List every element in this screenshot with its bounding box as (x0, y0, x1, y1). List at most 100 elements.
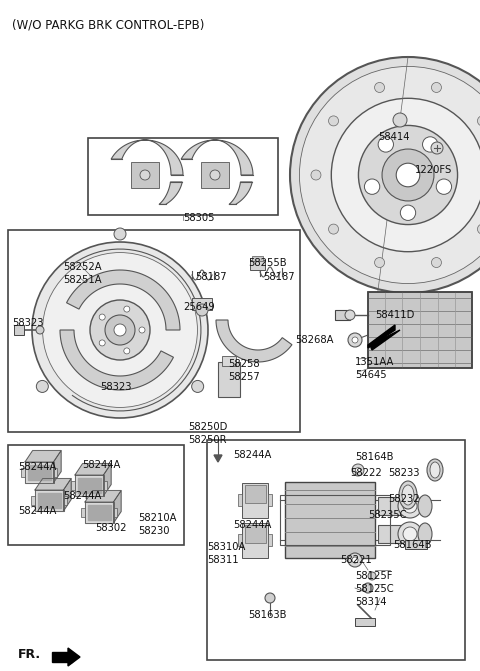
Circle shape (352, 464, 364, 476)
Circle shape (105, 315, 135, 345)
Circle shape (290, 57, 480, 293)
Bar (280, 495, 390, 545)
Circle shape (300, 66, 480, 284)
Circle shape (328, 116, 338, 126)
Polygon shape (85, 491, 121, 502)
Polygon shape (68, 648, 80, 666)
Polygon shape (25, 462, 53, 483)
Bar (8, 230, 300, 432)
Text: 58323: 58323 (100, 382, 132, 392)
Polygon shape (75, 475, 104, 496)
Circle shape (124, 348, 130, 354)
Circle shape (368, 572, 376, 580)
Text: 58163B: 58163B (248, 610, 287, 620)
Circle shape (90, 300, 150, 360)
Text: 1351AA: 1351AA (355, 357, 395, 367)
Bar (285, 482, 375, 558)
Text: 54645: 54645 (355, 370, 386, 380)
Bar (244, 485, 265, 503)
Circle shape (352, 337, 358, 343)
Text: 58244A: 58244A (82, 460, 120, 470)
Ellipse shape (418, 495, 432, 517)
Polygon shape (88, 505, 111, 520)
Ellipse shape (430, 462, 440, 478)
Bar (88, 138, 278, 215)
Circle shape (36, 326, 44, 334)
Circle shape (311, 170, 321, 180)
Bar (378, 525, 406, 543)
Polygon shape (67, 270, 180, 330)
Circle shape (398, 494, 422, 518)
Bar (218, 362, 240, 397)
Circle shape (400, 205, 416, 221)
Bar (14, 325, 24, 335)
Bar (21, 468, 25, 477)
Bar (8, 445, 184, 545)
Bar (63, 496, 67, 505)
Ellipse shape (402, 485, 414, 505)
Circle shape (478, 116, 480, 126)
Circle shape (328, 224, 338, 234)
Bar (242, 482, 268, 517)
Bar (244, 525, 265, 543)
Ellipse shape (427, 459, 443, 481)
Bar (238, 534, 242, 546)
Polygon shape (113, 491, 121, 523)
Circle shape (140, 170, 150, 180)
Circle shape (99, 340, 105, 346)
Circle shape (348, 553, 362, 567)
Polygon shape (52, 652, 72, 662)
Bar (71, 480, 75, 491)
Bar (368, 292, 472, 368)
Polygon shape (159, 182, 182, 205)
Text: 58252A: 58252A (63, 262, 102, 272)
Text: 58250R: 58250R (188, 435, 227, 445)
Text: 58232: 58232 (388, 494, 420, 504)
Circle shape (210, 170, 220, 180)
Circle shape (436, 179, 452, 195)
Text: 25649: 25649 (183, 302, 215, 312)
Circle shape (99, 314, 105, 320)
Bar (250, 260, 265, 270)
Circle shape (478, 224, 480, 234)
Ellipse shape (399, 481, 417, 509)
Text: (W/O PARKG BRK CONTROL-EPB): (W/O PARKG BRK CONTROL-EPB) (12, 18, 204, 31)
Text: 58235C: 58235C (368, 510, 407, 520)
Circle shape (196, 304, 208, 316)
Circle shape (348, 333, 362, 347)
Text: FR.: FR. (18, 648, 41, 661)
Text: 58305: 58305 (183, 213, 215, 223)
Bar (113, 508, 117, 517)
Circle shape (139, 327, 145, 333)
Polygon shape (370, 330, 400, 350)
Circle shape (382, 149, 434, 201)
Polygon shape (35, 478, 71, 490)
Polygon shape (25, 451, 61, 462)
Text: 58257: 58257 (228, 372, 260, 382)
Bar (335, 310, 350, 320)
Bar (131, 162, 159, 188)
Circle shape (352, 557, 358, 563)
Text: 58244A: 58244A (18, 462, 56, 472)
Text: 58268A: 58268A (295, 335, 334, 345)
Circle shape (114, 228, 126, 240)
Bar (268, 534, 272, 546)
Bar (238, 495, 242, 506)
Bar (405, 540, 427, 549)
Circle shape (192, 380, 204, 393)
Text: 58187: 58187 (195, 272, 227, 282)
Text: 58411D: 58411D (375, 310, 414, 320)
Polygon shape (38, 493, 60, 508)
Circle shape (43, 252, 197, 407)
Circle shape (431, 142, 443, 154)
Circle shape (374, 258, 384, 268)
Bar (368, 292, 472, 368)
Circle shape (364, 179, 380, 195)
Circle shape (114, 324, 126, 336)
Polygon shape (75, 464, 111, 475)
Polygon shape (53, 451, 61, 483)
Bar (81, 508, 85, 517)
Text: 58323: 58323 (12, 318, 44, 328)
Circle shape (396, 163, 420, 187)
Circle shape (403, 499, 417, 513)
